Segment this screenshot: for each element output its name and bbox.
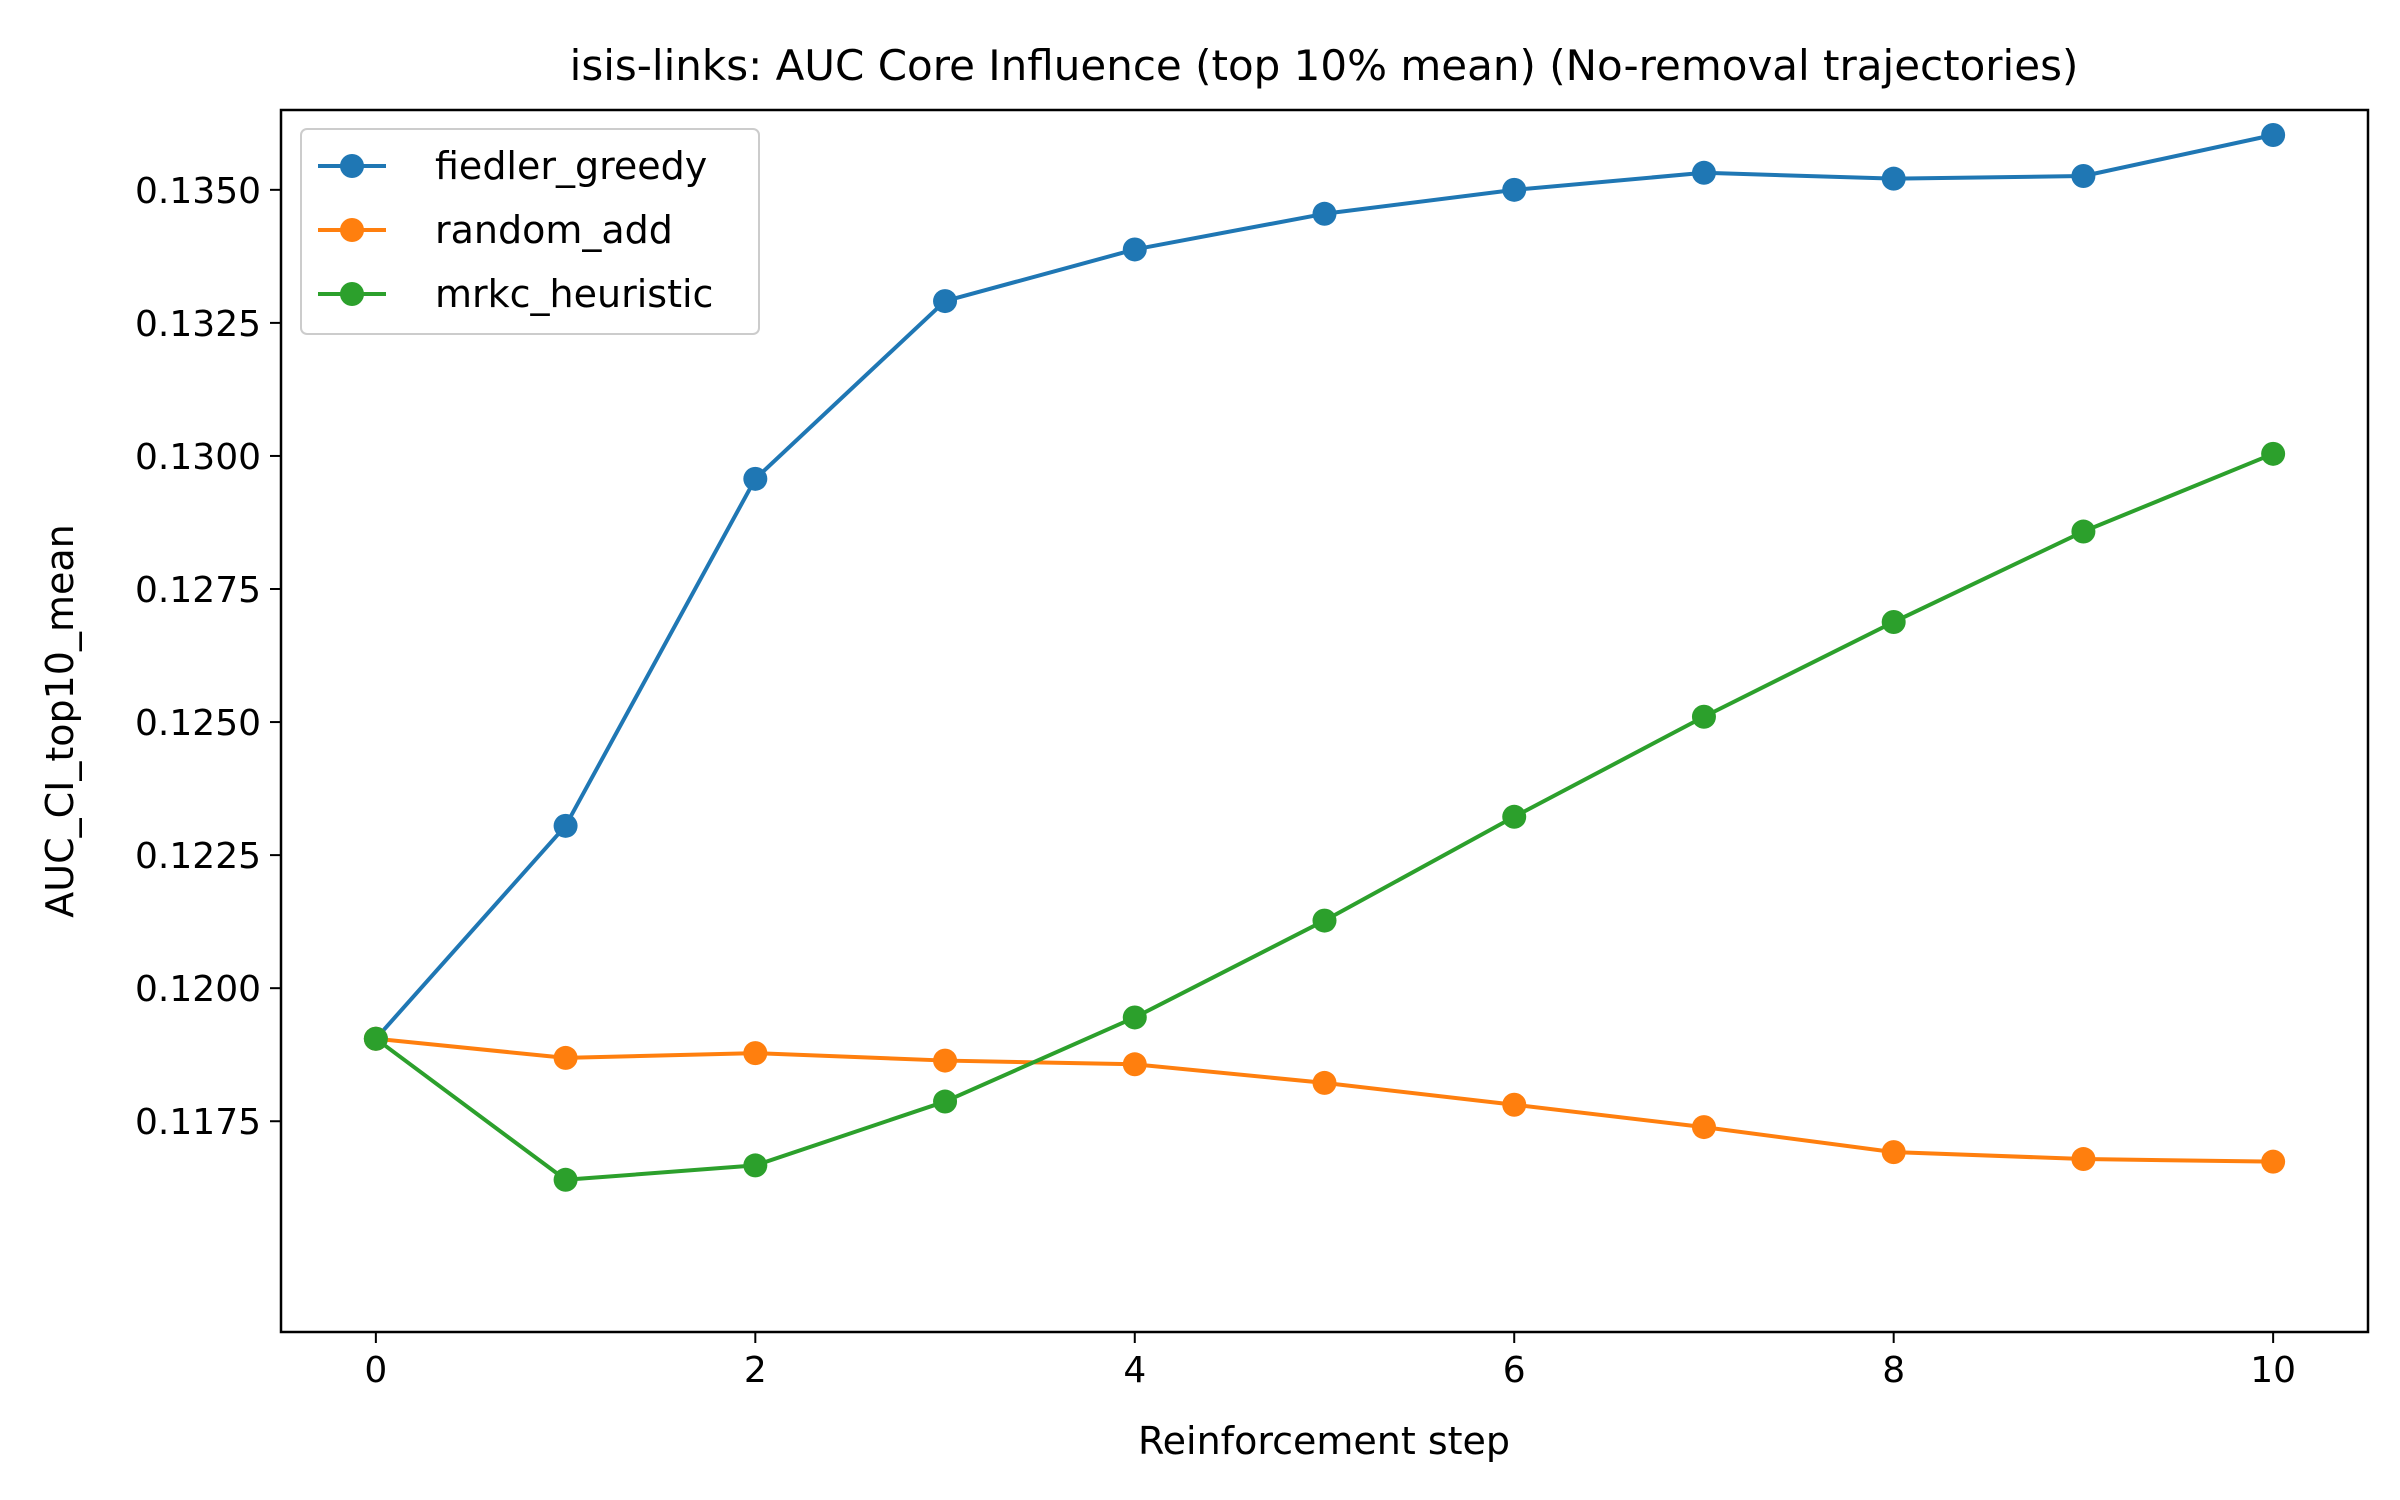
data-point bbox=[1691, 1115, 1716, 1140]
data-point bbox=[743, 466, 768, 491]
x-axis-label: Reinforcement step bbox=[1138, 1419, 1510, 1463]
data-point bbox=[1691, 160, 1716, 185]
y-tick-label: 0.1325 bbox=[135, 304, 261, 345]
legend-marker bbox=[340, 154, 364, 178]
data-point bbox=[1881, 1140, 1906, 1165]
x-tick-label: 10 bbox=[2250, 1350, 2296, 1391]
data-point bbox=[1122, 237, 1147, 262]
data-point bbox=[933, 1089, 958, 1114]
plot-frame bbox=[279, 108, 2370, 1334]
data-point bbox=[1502, 177, 1527, 202]
data-point bbox=[1312, 201, 1337, 226]
data-point bbox=[2261, 441, 2286, 466]
y-tick-label: 0.1175 bbox=[135, 1102, 261, 1143]
x-tick-label: 0 bbox=[364, 1350, 387, 1391]
x-tick-label: 6 bbox=[1503, 1350, 1526, 1391]
legend-label: random_add bbox=[435, 208, 673, 252]
data-point bbox=[1691, 704, 1716, 729]
data-point bbox=[743, 1153, 768, 1178]
data-point bbox=[743, 1041, 768, 1066]
data-point bbox=[933, 1048, 958, 1073]
axis-ticks: 0 2 4 6 8 10 0.1175 0.1200 0.1225 0.1250 0.1275 0.1… bbox=[135, 171, 2296, 1391]
data-point bbox=[1122, 1052, 1147, 1077]
legend-label: fiedler_greedy bbox=[435, 144, 707, 188]
legend-entry: mrkc_heuristic bbox=[318, 272, 713, 316]
legend-marker bbox=[340, 218, 364, 242]
data-point bbox=[933, 289, 958, 314]
data-point bbox=[1881, 610, 1906, 635]
y-tick-label: 0.1300 bbox=[135, 437, 261, 478]
data-point bbox=[363, 1026, 388, 1051]
series-mrkc_heuristic bbox=[363, 441, 2286, 1192]
x-tick-label: 4 bbox=[1123, 1350, 1146, 1391]
data-point bbox=[553, 1167, 578, 1192]
legend-entry: fiedler_greedy bbox=[318, 144, 707, 188]
series-layer bbox=[363, 123, 2286, 1192]
y-tick-label: 0.1225 bbox=[135, 836, 261, 877]
data-point bbox=[553, 1045, 578, 1070]
data-point bbox=[2261, 1149, 2286, 1174]
series-fiedler_greedy bbox=[363, 123, 2286, 1051]
y-axis-label: AUC_CI_top10_mean bbox=[38, 524, 82, 917]
data-point bbox=[1502, 1092, 1527, 1117]
x-tick-label: 8 bbox=[1882, 1350, 1905, 1391]
y-tick-label: 0.1275 bbox=[135, 570, 261, 611]
data-point bbox=[1312, 908, 1337, 933]
legend: fiedler_greedy random_add mrkc_heuristic bbox=[300, 128, 760, 335]
legend-label: mrkc_heuristic bbox=[435, 272, 713, 316]
data-point bbox=[2071, 163, 2096, 188]
data-point bbox=[553, 813, 578, 838]
x-tick-label: 2 bbox=[744, 1350, 767, 1391]
series-random_add bbox=[363, 1026, 2286, 1174]
legend-marker bbox=[340, 282, 364, 306]
data-point bbox=[1502, 804, 1527, 829]
y-tick-label: 0.1250 bbox=[135, 703, 261, 744]
data-point bbox=[1312, 1070, 1337, 1095]
data-point bbox=[2071, 519, 2096, 544]
data-point bbox=[1881, 166, 1906, 191]
data-point bbox=[2071, 1147, 2096, 1172]
y-tick-label: 0.1350 bbox=[135, 171, 261, 212]
chart-title: isis-links: AUC Core Influence (top 10% … bbox=[570, 41, 2079, 90]
data-point bbox=[2261, 123, 2286, 148]
data-point bbox=[1122, 1005, 1147, 1030]
legend-box bbox=[300, 128, 760, 335]
legend-entry: random_add bbox=[318, 208, 673, 252]
y-tick-label: 0.1200 bbox=[135, 969, 261, 1010]
